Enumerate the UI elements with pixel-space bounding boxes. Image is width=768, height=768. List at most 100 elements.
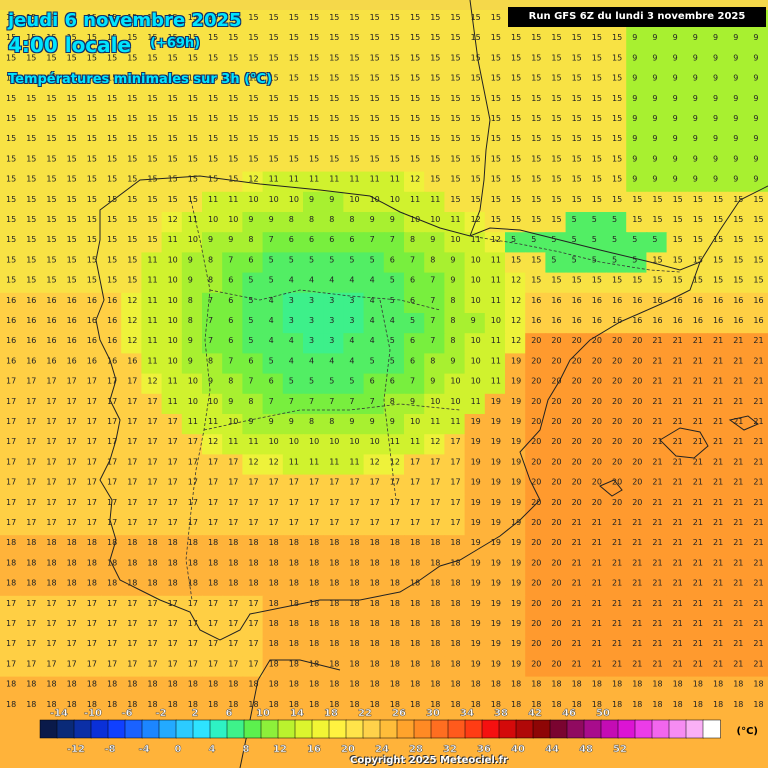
field-cell bbox=[202, 131, 224, 153]
field-cell bbox=[0, 50, 22, 72]
grid-value: 17 bbox=[289, 478, 299, 487]
grid-value: 19 bbox=[491, 457, 501, 466]
grid-value: 21 bbox=[693, 538, 703, 547]
grid-value: 4 bbox=[329, 356, 334, 365]
grid-value: 9 bbox=[370, 215, 375, 224]
grid-value: 17 bbox=[228, 639, 238, 648]
grid-value: 9 bbox=[693, 175, 698, 184]
grid-value: 8 bbox=[349, 215, 354, 224]
field-cell bbox=[20, 131, 42, 153]
grid-value: 21 bbox=[572, 579, 582, 588]
field-cell bbox=[0, 191, 22, 213]
grid-value: 15 bbox=[551, 114, 561, 123]
grid-value: 17 bbox=[349, 478, 359, 487]
grid-value: 15 bbox=[107, 175, 117, 184]
field-cell bbox=[525, 30, 547, 52]
grid-value: 17 bbox=[147, 437, 157, 446]
field-cell bbox=[424, 151, 446, 173]
grid-value: 18 bbox=[289, 680, 299, 689]
field-cell bbox=[161, 111, 183, 133]
grid-value: 17 bbox=[208, 619, 218, 628]
grid-value: 11 bbox=[410, 437, 420, 446]
field-cell bbox=[585, 171, 607, 193]
grid-value: 11 bbox=[491, 276, 501, 285]
grid-value: 20 bbox=[551, 478, 561, 487]
field-cell bbox=[323, 111, 345, 133]
grid-value: 17 bbox=[168, 639, 178, 648]
grid-value: 17 bbox=[87, 397, 97, 406]
grid-value: 15 bbox=[551, 74, 561, 83]
grid-value: 18 bbox=[26, 558, 36, 567]
grid-value: 17 bbox=[208, 498, 218, 507]
grid-value: 18 bbox=[450, 538, 460, 547]
field-cell bbox=[404, 171, 426, 193]
grid-value: 21 bbox=[612, 538, 622, 547]
field-cell bbox=[242, 70, 264, 92]
grid-value: 15 bbox=[6, 134, 16, 143]
field-cell bbox=[101, 50, 123, 72]
grid-value: 21 bbox=[753, 558, 763, 567]
grid-value: 17 bbox=[87, 437, 97, 446]
grid-value: 18 bbox=[289, 639, 299, 648]
field-cell bbox=[646, 30, 668, 52]
field-cell bbox=[404, 50, 426, 72]
grid-value: 15 bbox=[168, 94, 178, 103]
grid-value: 4 bbox=[370, 276, 375, 285]
grid-value: 21 bbox=[693, 619, 703, 628]
legend-swatch bbox=[515, 719, 534, 739]
grid-value: 16 bbox=[67, 316, 77, 325]
grid-value: 18 bbox=[370, 639, 380, 648]
field-cell bbox=[404, 131, 426, 153]
grid-value: 16 bbox=[26, 296, 36, 305]
grid-value: 18 bbox=[329, 538, 339, 547]
field-cell bbox=[606, 90, 628, 112]
legend-swatch bbox=[566, 719, 585, 739]
grid-value: 17 bbox=[107, 599, 117, 608]
field-cell bbox=[606, 30, 628, 52]
grid-value: 21 bbox=[652, 619, 662, 628]
grid-value: 8 bbox=[450, 336, 455, 345]
grid-value: 5 bbox=[390, 336, 395, 345]
field-cell bbox=[545, 151, 567, 173]
grid-value: 20 bbox=[592, 457, 602, 466]
grid-value: 15 bbox=[269, 154, 279, 163]
grid-value: 18 bbox=[67, 558, 77, 567]
legend-bottom-label: 8 bbox=[243, 744, 250, 755]
grid-value: 21 bbox=[753, 356, 763, 365]
field-cell bbox=[80, 131, 102, 153]
grid-value: 15 bbox=[673, 276, 683, 285]
grid-value: 18 bbox=[390, 619, 400, 628]
grid-value: 15 bbox=[390, 33, 400, 42]
field-cell bbox=[727, 171, 749, 193]
field-cell bbox=[141, 10, 163, 32]
grid-value: 18 bbox=[248, 538, 258, 547]
field-cell bbox=[363, 151, 385, 173]
grid-value: 18 bbox=[107, 558, 117, 567]
field-cell bbox=[0, 30, 22, 52]
grid-value: 18 bbox=[26, 700, 36, 709]
grid-value: 21 bbox=[753, 579, 763, 588]
grid-value: 4 bbox=[289, 276, 294, 285]
field-cell bbox=[262, 90, 284, 112]
field-cell bbox=[646, 111, 668, 133]
grid-value: 15 bbox=[410, 13, 420, 22]
grid-value: 11 bbox=[248, 437, 258, 446]
field-cell bbox=[0, 70, 22, 92]
grid-value: 5 bbox=[370, 356, 375, 365]
grid-value: 21 bbox=[713, 579, 723, 588]
field-cell bbox=[464, 10, 486, 32]
grid-value: 15 bbox=[753, 276, 763, 285]
field-cell bbox=[545, 111, 567, 133]
field-cell bbox=[666, 111, 688, 133]
grid-value: 17 bbox=[107, 639, 117, 648]
grid-value: 17 bbox=[147, 478, 157, 487]
grid-value: 21 bbox=[592, 558, 602, 567]
grid-value: 15 bbox=[410, 154, 420, 163]
grid-value: 6 bbox=[269, 377, 274, 386]
grid-value: 20 bbox=[551, 518, 561, 527]
grid-value: 9 bbox=[349, 417, 354, 426]
grid-value: 15 bbox=[309, 33, 319, 42]
grid-value: 15 bbox=[228, 114, 238, 123]
grid-value: 6 bbox=[228, 316, 233, 325]
grid-value: 15 bbox=[208, 134, 218, 143]
